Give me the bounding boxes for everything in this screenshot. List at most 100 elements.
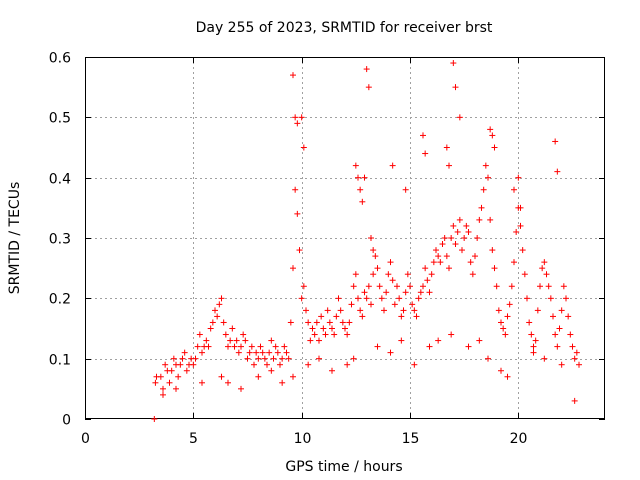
- data-point: [469, 271, 476, 278]
- data-point: [290, 265, 296, 272]
- data-point: [359, 313, 366, 320]
- data-point: [456, 216, 463, 223]
- data-point: [420, 132, 426, 139]
- data-point: [398, 337, 405, 344]
- data-point: [498, 319, 504, 326]
- data-points: [151, 60, 582, 422]
- data-point: [528, 331, 535, 338]
- data-point: [554, 168, 561, 175]
- data-point: [463, 222, 470, 229]
- data-point: [152, 379, 159, 386]
- data-point: [560, 283, 567, 290]
- x-tick-label: 20: [510, 431, 528, 447]
- data-point: [344, 331, 351, 338]
- data-point: [443, 253, 450, 260]
- data-point: [485, 355, 491, 362]
- data-point: [415, 295, 422, 302]
- data-point: [524, 295, 530, 302]
- data-point: [446, 265, 452, 272]
- data-point: [513, 228, 520, 235]
- data-point: [244, 355, 251, 362]
- data-point: [478, 204, 485, 211]
- x-tick-label: 5: [189, 431, 198, 447]
- data-point: [365, 283, 372, 290]
- data-point: [307, 337, 314, 344]
- data-point: [441, 235, 448, 241]
- data-point: [225, 379, 231, 386]
- data-point: [255, 373, 262, 380]
- data-point: [530, 349, 537, 356]
- data-point: [274, 349, 281, 356]
- data-point: [268, 337, 275, 344]
- data-point: [452, 84, 459, 91]
- data-point: [517, 204, 524, 211]
- data-point: [413, 313, 420, 320]
- data-point: [558, 307, 565, 314]
- data-point: [511, 259, 517, 266]
- data-point: [283, 349, 290, 356]
- data-point: [387, 259, 394, 266]
- y-tick-label: 0.6: [49, 51, 71, 67]
- data-point: [541, 355, 548, 362]
- data-point: [151, 416, 158, 422]
- data-point: [216, 301, 223, 308]
- data-point: [177, 361, 184, 368]
- data-point: [350, 355, 357, 362]
- data-point: [168, 367, 175, 374]
- data-point: [240, 331, 247, 338]
- data-point: [404, 271, 411, 278]
- data-point: [368, 235, 374, 241]
- data-point: [530, 343, 537, 350]
- data-point: [337, 307, 344, 314]
- data-point: [220, 319, 227, 326]
- data-point: [558, 361, 565, 368]
- data-point: [313, 319, 320, 326]
- data-point: [391, 301, 398, 308]
- data-point: [417, 289, 424, 296]
- data-point: [448, 331, 455, 338]
- data-point: [437, 259, 444, 266]
- data-point: [248, 343, 255, 350]
- data-point: [309, 325, 316, 332]
- data-point: [279, 355, 286, 362]
- data-point: [465, 343, 472, 350]
- data-point: [554, 343, 561, 350]
- data-point: [526, 319, 533, 326]
- data-point: [203, 337, 210, 344]
- data-point: [398, 313, 405, 320]
- data-point: [374, 343, 381, 350]
- data-point: [545, 283, 552, 290]
- data-point: [225, 343, 231, 350]
- axis-ticks: 0 0.1 0.2 0.3 0.4 0.5 0.6 0 5 10 15 20: [49, 51, 605, 447]
- x-axis-title: GPS time / hours: [285, 459, 402, 475]
- data-point: [450, 222, 457, 229]
- data-point: [422, 265, 429, 272]
- data-point: [294, 210, 301, 217]
- data-point: [160, 385, 166, 392]
- data-point: [521, 271, 528, 278]
- data-point: [296, 247, 303, 254]
- data-point: [264, 361, 270, 368]
- data-point: [493, 283, 500, 290]
- y-tick-label: 0.2: [49, 292, 71, 308]
- y-tick-label: 0.1: [49, 353, 71, 369]
- data-point: [443, 144, 450, 151]
- data-point: [511, 186, 517, 193]
- data-point: [359, 198, 366, 205]
- data-point: [322, 331, 329, 338]
- data-point: [303, 307, 309, 314]
- data-point: [190, 361, 197, 368]
- data-point: [370, 247, 377, 254]
- data-point: [376, 283, 383, 290]
- data-point: [272, 343, 279, 350]
- y-tick-label: 0.5: [49, 111, 71, 127]
- data-point: [246, 349, 253, 356]
- data-point: [500, 325, 507, 332]
- data-point: [426, 343, 433, 350]
- data-point: [537, 283, 543, 290]
- data-point: [567, 331, 574, 338]
- data-point: [446, 162, 452, 169]
- data-point: [396, 295, 403, 302]
- data-point: [348, 301, 355, 308]
- data-point: [541, 259, 548, 266]
